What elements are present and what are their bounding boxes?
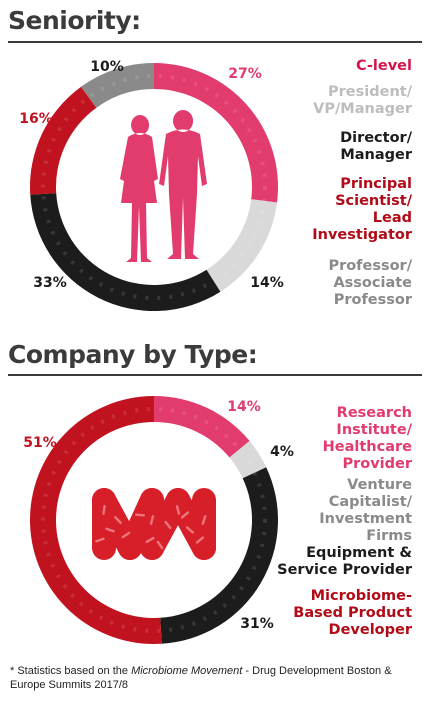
legend-item-c-level: C-level [355, 58, 412, 74]
seniority-donut-chart [30, 63, 278, 311]
data-label-professor-associate-professor: 10% [90, 59, 124, 75]
logo-speckle [102, 505, 106, 515]
logo-speckle [201, 515, 207, 525]
title-underline [8, 41, 422, 43]
people-silhouette-icon [120, 110, 207, 262]
donut-slice-research-institute-healthcare-provider [154, 396, 250, 458]
woman-figure [120, 115, 158, 262]
legend-item-president-vp: President/ VP/Manager [313, 84, 412, 117]
ring-texture [41, 407, 267, 633]
logo-speckle [145, 536, 155, 544]
logo-speckle [149, 515, 155, 525]
data-label-equipment-service-provider: 31% [240, 616, 274, 632]
donut-slice-venture-capitalist-investment-firms [229, 440, 267, 479]
logo-speckle [180, 511, 190, 519]
footnote-emphasis: Microbiome Movement [131, 665, 243, 677]
footnote-suffix: - Drug Development Boston & Europe Summi… [10, 665, 392, 691]
donut-slice-equipment-service-provider [160, 467, 278, 644]
donut-slice-microbiome-based-product-developer [30, 396, 162, 644]
legend-item-equipment-provider: Equipment & Service Provider [277, 545, 412, 578]
legend-item-research-institute: Research Institute/ Healthcare Provider [322, 405, 412, 472]
man-figure [159, 110, 207, 259]
donut-slice-director-manager [30, 193, 221, 311]
data-label-principal-scientist-lead-investigator: 16% [19, 111, 53, 127]
logo-speckle [114, 516, 122, 524]
logo-speckle [195, 536, 205, 544]
donut-slice-president-vp-manager [206, 199, 278, 292]
microbiome-logo-icon [92, 488, 216, 560]
logo-speckle [121, 531, 131, 539]
logo-speckle [105, 527, 115, 533]
legend-item-professor: Professor/ Associate Professor [328, 258, 412, 308]
data-label-director-manager: 33% [33, 275, 67, 291]
logo-speckle [135, 513, 145, 517]
legend-item-principal-scientist: Principal Scientist/ Lead Investigator [312, 176, 412, 243]
logo-speckle [175, 505, 181, 515]
data-label-president-vp-manager: 14% [250, 275, 284, 291]
legend-item-director: Director/ Manager [340, 130, 412, 163]
legend-item-venture-capitalist: Venture Capitalist/ Investment Firms [319, 477, 412, 544]
data-label-research-institute-healthcare-provider: 14% [227, 399, 261, 415]
title-underline [8, 374, 422, 376]
data-label-c-level: 27% [228, 66, 262, 82]
donut-slice-professor-associate-professor [81, 63, 154, 108]
footnote: * Statistics based on the Microbiome Mov… [10, 664, 420, 692]
legend-item-microbiome-developer: Microbiome- Based Product Developer [293, 588, 412, 638]
logo-speckle [164, 520, 172, 530]
ring-texture [41, 74, 267, 300]
data-label-venture-capitalist-investment-firms: 4% [270, 444, 294, 460]
logo-speckle [95, 537, 105, 543]
footnote-prefix: * Statistics based on the [10, 665, 132, 677]
donut-slice-principal-scientist-lead-investigator [30, 86, 97, 195]
chart-title-company-type: Company by Type: [8, 340, 258, 369]
chart-title-seniority: Seniority: [8, 6, 141, 35]
logo-speckle [156, 540, 164, 550]
donut-slice-c-level [154, 63, 278, 203]
data-label-microbiome-based-product-developer: 51% [23, 435, 57, 451]
logo-speckle [185, 526, 195, 534]
